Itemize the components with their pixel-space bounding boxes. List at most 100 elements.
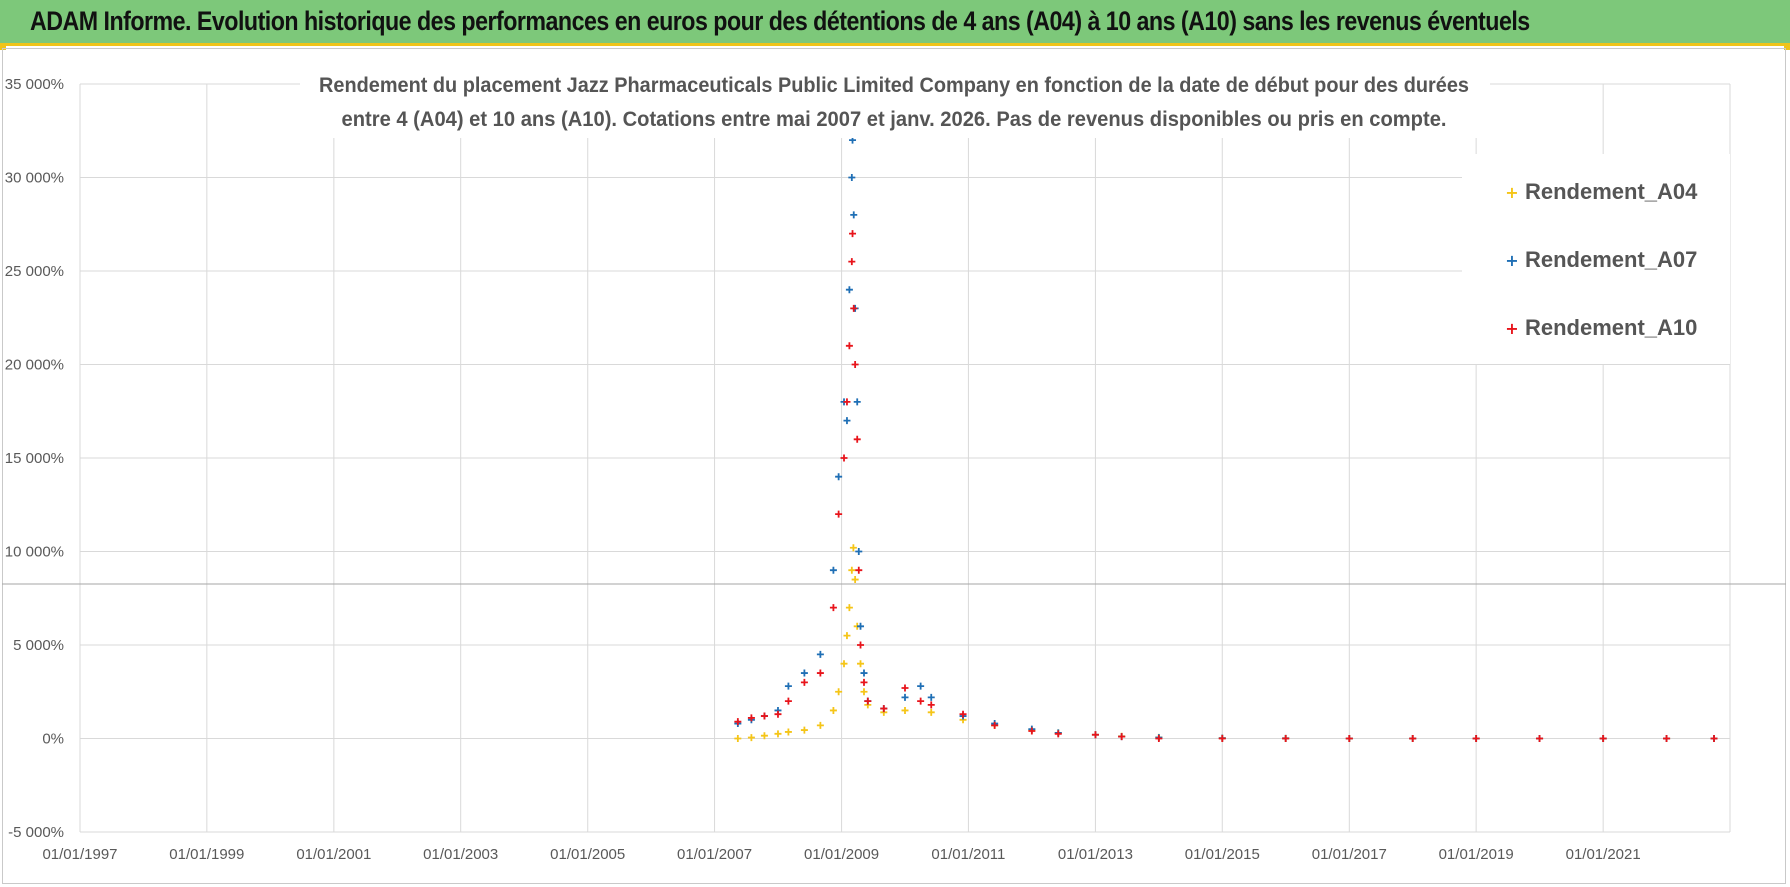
data-point [835,688,843,696]
data-point [864,697,872,705]
corner-accent-right [1784,44,1790,50]
data-point [1091,731,1099,739]
data-point [927,701,935,709]
x-tick-label: 01/01/1997 [42,846,117,863]
data-point [734,718,742,726]
data-point [901,693,909,701]
data-point [760,712,768,720]
data-point [800,669,808,677]
data-point [816,721,824,729]
data-point [784,682,792,690]
data-point [747,714,755,722]
x-tick-label: 01/01/2001 [296,846,371,863]
legend-background [1462,154,1730,364]
chart-title: Rendement du placement Jazz Pharmaceutic… [300,66,1490,138]
data-point [1282,735,1290,742]
data-point [843,632,851,640]
y-tick-label: 35 000% [5,76,64,93]
x-tick-label: 01/01/2005 [550,846,625,863]
legend-label-a10: Rendement_A10 [1525,315,1697,340]
data-point [1599,735,1607,742]
data-point [774,730,782,738]
y-tick-label: 5 000% [13,637,64,654]
data-point [845,604,853,612]
data-point [855,548,863,555]
data-point [860,669,868,677]
data-point [1155,735,1163,742]
x-tick-label: 01/01/2011 [931,846,1005,863]
legend-label-a04: Rendement_A04 [1525,179,1698,204]
data-point [959,710,967,718]
data-point [917,682,925,690]
data-point [829,706,837,714]
y-tick-label: -5 000% [8,824,64,841]
data-point [880,705,888,713]
y-tick-label: 25 000% [5,263,64,280]
data-point [843,398,851,406]
plot-area [734,136,1718,742]
data-point [1710,735,1718,742]
data-point [857,622,865,630]
x-tick-label: 01/01/2017 [1312,846,1387,863]
data-point [1054,730,1062,738]
data-point [784,697,792,705]
x-tick-label: 01/01/2021 [1566,846,1641,863]
data-point [840,454,848,462]
x-tick-label: 01/01/2015 [1185,846,1260,863]
y-tick-label: 30 000% [5,170,64,187]
data-point [1345,735,1353,742]
chart-title-line-2: entre 4 (A04) et 10 ans (A10). Cotations… [342,108,1447,131]
x-tick-label: 01/01/2007 [677,846,752,863]
chart-title-background [300,66,1490,138]
data-point [850,304,858,312]
data-point [1218,735,1226,742]
data-point [829,604,837,612]
data-point [760,732,768,740]
data-point [800,678,808,686]
series-rendement-a04 [734,544,1718,742]
data-point [860,688,868,696]
legend-marker-a10: + [1505,319,1518,338]
y-tick-label: 0% [42,731,64,748]
data-point [845,286,853,294]
data-point [1472,735,1480,742]
data-point [991,721,999,729]
data-point [917,697,925,705]
data-point [1028,727,1036,735]
y-tick-label: 15 000% [5,450,64,467]
data-point [853,435,861,443]
legend-marker-a07: + [1505,251,1518,270]
data-point [843,417,851,425]
data-point [857,660,865,668]
chart-frame [2,48,1786,884]
data-point [927,693,935,701]
data-point [849,230,857,238]
data-point [855,566,863,574]
x-tick-label: 01/01/2009 [804,846,879,863]
data-point [845,342,853,350]
data-point [816,650,824,658]
x-tick-label: 01/01/1999 [169,846,244,863]
data-point [901,706,909,714]
data-point [860,678,868,686]
data-point [901,684,909,692]
data-point [774,710,782,718]
data-point [800,726,808,734]
chart-title-line-1: Rendement du placement Jazz Pharmaceutic… [319,74,1469,97]
data-point [840,660,848,668]
data-point [1536,735,1544,742]
y-tick-label: 10 000% [5,544,64,561]
legend-label-a07: Rendement_A07 [1525,247,1697,272]
data-point [816,669,824,677]
data-point [848,566,856,574]
data-point [835,510,843,518]
series-rendement-a10 [734,230,1718,742]
data-point [853,398,861,406]
data-point [927,708,935,716]
data-point [835,473,843,481]
data-point [851,361,859,368]
data-point [829,566,837,574]
legend-marker-a04: + [1505,183,1518,202]
data-point [784,728,792,736]
